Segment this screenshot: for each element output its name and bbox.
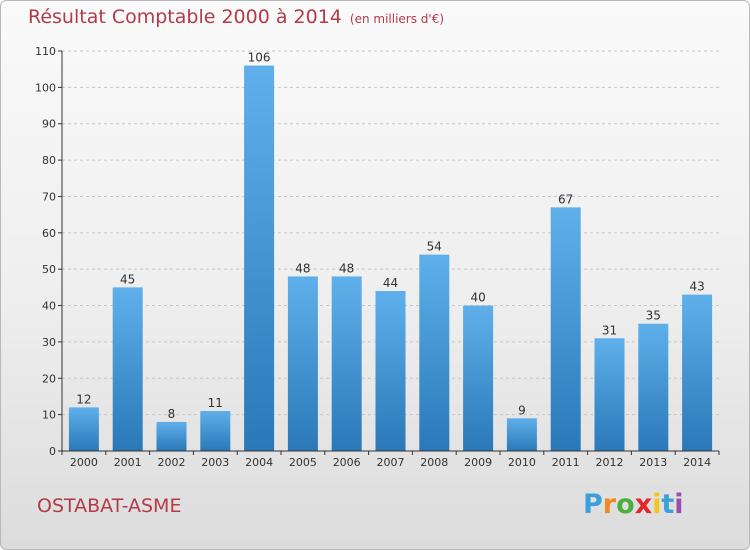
data-label: 45: [120, 272, 135, 286]
y-tick-label: 90: [42, 118, 56, 131]
x-tick-label: 2005: [289, 456, 317, 469]
x-tick-label: 2012: [596, 456, 624, 469]
bar-2009: [463, 305, 494, 451]
x-tick-label: 2004: [245, 456, 273, 469]
logo-letter: P: [583, 489, 603, 520]
x-tick-label: 2008: [420, 456, 448, 469]
y-tick-label: 40: [42, 300, 56, 313]
x-tick-label: 2011: [552, 456, 580, 469]
data-label: 8: [168, 407, 176, 421]
logo-letter: r: [602, 489, 617, 520]
bar-2006: [331, 276, 362, 451]
data-label: 11: [208, 396, 223, 410]
proxiti-logo[interactable]: Proxiti: [583, 489, 684, 520]
logo-letter: x: [634, 489, 653, 520]
y-tick-label: 30: [42, 336, 56, 349]
y-tick-label: 20: [42, 372, 56, 385]
data-label: 35: [646, 309, 661, 323]
y-tick-label: 10: [42, 409, 56, 422]
chart-title: Résultat Comptable 2000 à 2014 (en millie…: [28, 6, 444, 28]
x-tick-label: 2007: [377, 456, 405, 469]
data-label: 12: [76, 392, 91, 406]
x-tick-label: 2001: [114, 456, 142, 469]
title-text: Résultat Comptable 2000 à 2014: [28, 6, 342, 28]
x-tick-label: 2006: [333, 456, 361, 469]
x-tick-label: 2003: [201, 456, 229, 469]
y-tick-label: 70: [42, 190, 56, 203]
bar-2012: [594, 338, 625, 451]
bar-2008: [419, 254, 450, 451]
bar-2003: [200, 411, 231, 451]
bar-2014: [682, 294, 713, 451]
logo-letter: i: [674, 489, 684, 520]
commune-name: OSTABAT-ASME: [37, 495, 182, 517]
bar-2013: [638, 323, 669, 451]
data-label: 67: [558, 192, 573, 206]
bar-2004: [244, 65, 275, 451]
data-label: 44: [383, 276, 398, 290]
data-label: 9: [518, 403, 526, 417]
bar-2007: [375, 291, 406, 451]
bar-2002: [156, 421, 187, 451]
data-label: 106: [248, 51, 271, 65]
x-tick-label: 2000: [70, 456, 98, 469]
bar-2000: [68, 407, 99, 451]
y-tick-label: 0: [49, 445, 56, 458]
x-tick-label: 2014: [683, 456, 711, 469]
axes: 0 10 20 30 40 50 60 70 80 90 100 110 2000 2001 2002 200…: [35, 45, 720, 469]
x-tick-label: 2013: [639, 456, 667, 469]
y-tick-label: 80: [42, 154, 56, 167]
x-tick-label: 2002: [158, 456, 186, 469]
data-label: 48: [295, 261, 310, 275]
y-tick-label: 50: [42, 263, 56, 276]
data-label: 48: [339, 261, 354, 275]
x-tick-label: 2010: [508, 456, 536, 469]
bar-chart: 12 45 8 11 106 48 48 44 54 40 9 67 31 35 43 0 10 20 30 40 5…: [35, 45, 720, 469]
data-label: 43: [689, 280, 704, 294]
bar-2005: [287, 276, 318, 451]
data-label: 40: [470, 291, 485, 305]
x-tick-label: 2009: [464, 456, 492, 469]
data-label: 54: [427, 240, 442, 254]
data-label: 31: [602, 323, 617, 337]
logo-letter: i: [652, 489, 662, 520]
y-tick-label: 60: [42, 227, 56, 240]
bar-2010: [506, 418, 537, 451]
y-tick-label: 100: [35, 81, 56, 94]
unit-label: (en milliers d'€): [349, 12, 445, 26]
bar-2001: [112, 287, 143, 451]
bars: 12 45 8 11 106 48 48 44 54 40 9 67 31 35 43: [68, 51, 713, 451]
y-tick-label: 110: [35, 45, 56, 58]
logo-letter: o: [616, 489, 635, 520]
bar-2011: [550, 207, 581, 451]
logo-letter: t: [661, 489, 675, 520]
